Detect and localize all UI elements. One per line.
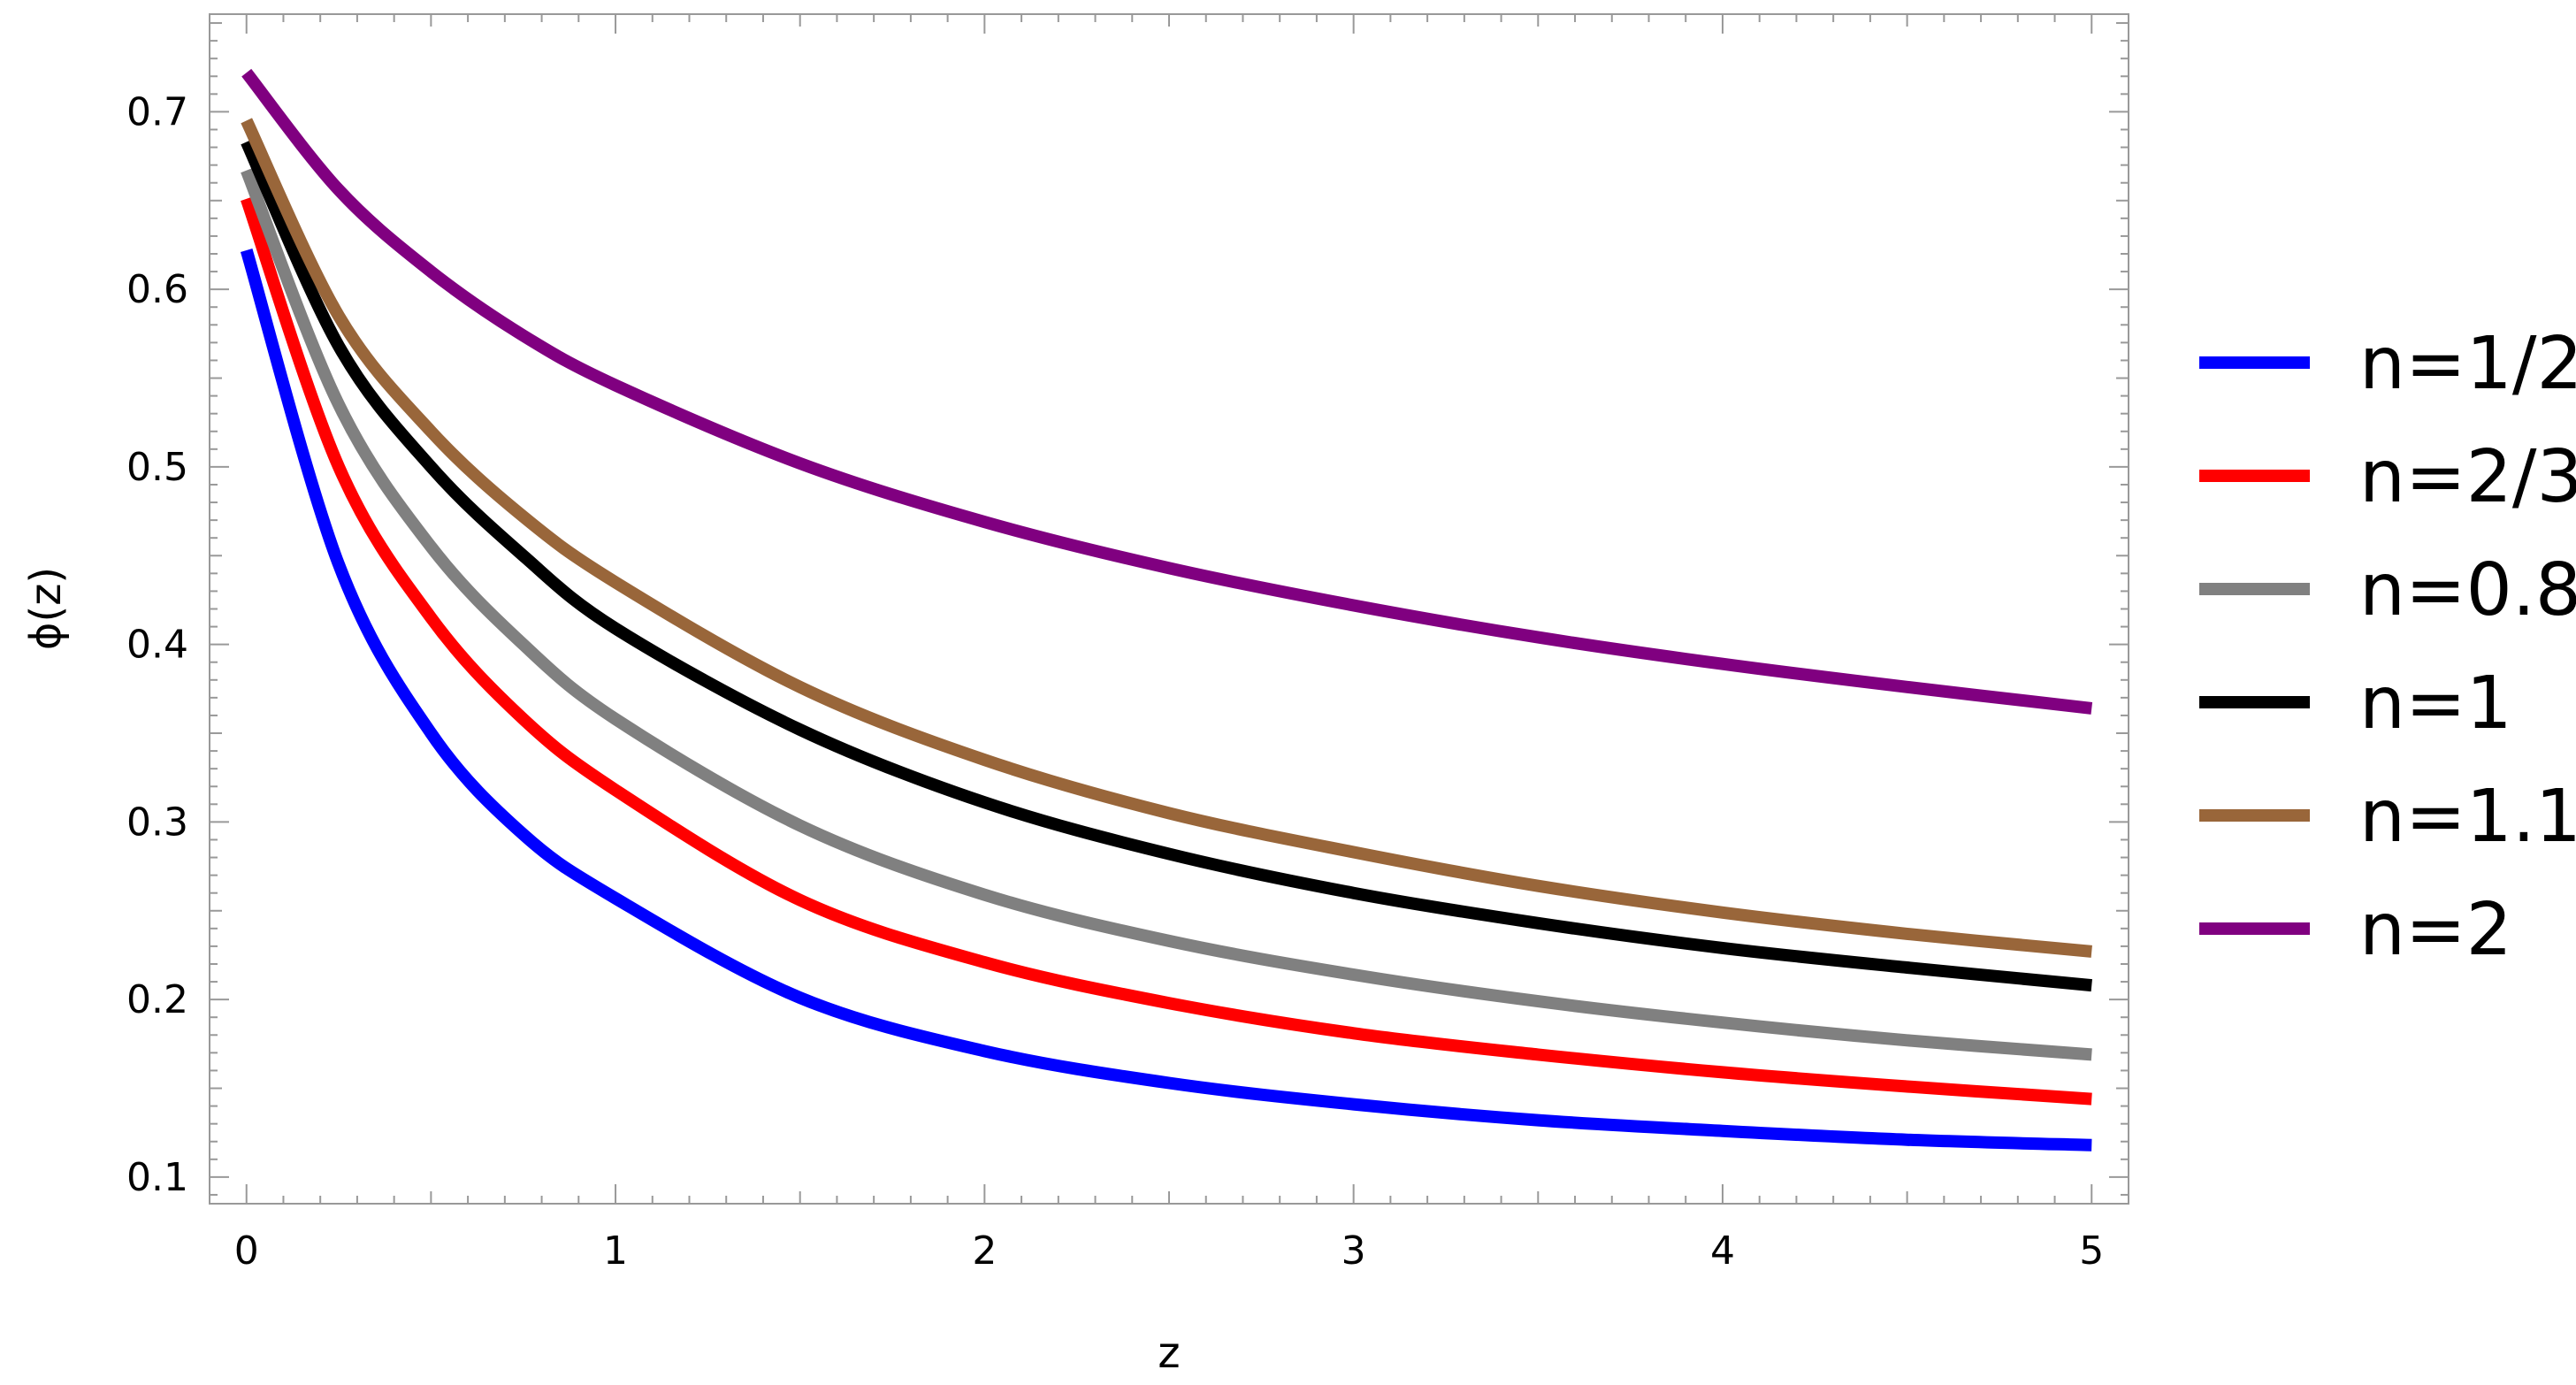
series-line-5 [241, 68, 2093, 715]
legend: n=1/2 n=2/3 n=0.8 n=1 n=1.1 n=2 [2199, 322, 2576, 972]
series-line-1 [241, 196, 2092, 1106]
y-tick-label: 0.3 [126, 800, 188, 845]
legend-label: n=1 [2359, 662, 2512, 746]
series-lines [240, 68, 2093, 1152]
x-axis-label: z [1158, 1328, 1180, 1378]
x-tick-label: 2 [972, 1228, 997, 1274]
legend-label: n=0.8 [2359, 548, 2576, 632]
y-axis-label: ϕ(z) [21, 567, 71, 650]
legend-label: n=1/2 [2359, 322, 2576, 406]
legend-item: n=2 [2199, 888, 2512, 972]
series-line-3 [241, 139, 2092, 992]
legend-item: n=2/3 [2199, 435, 2576, 519]
legend-item: n=1.1 [2199, 775, 2576, 859]
legend-label: n=2/3 [2359, 435, 2576, 519]
y-tick-label: 0.6 [126, 267, 188, 312]
legend-item: n=0.8 [2199, 548, 2576, 632]
axis-ticks [210, 14, 2129, 1204]
x-tick-label: 5 [2079, 1228, 2104, 1274]
series-line-4 [241, 118, 2092, 958]
y-tick-label: 0.5 [126, 445, 188, 490]
x-tick-label: 0 [234, 1228, 259, 1274]
x-tick-label: 1 [603, 1228, 628, 1274]
legend-item: n=1/2 [2199, 322, 2576, 406]
axis-tick-labels: 0 1 2 3 4 5 0.1 0.2 0.3 0.4 0.5 0.6 0.7 [126, 89, 2104, 1274]
y-tick-label: 0.2 [126, 977, 188, 1022]
y-tick-label: 0.4 [126, 623, 188, 668]
legend-label: n=2 [2359, 888, 2512, 972]
y-tick-label: 0.7 [126, 89, 188, 134]
plot-frame [209, 13, 2129, 1205]
x-tick-label: 4 [1710, 1228, 1735, 1274]
x-tick-label: 3 [1342, 1228, 1366, 1274]
legend-label: n=1.1 [2359, 775, 2576, 859]
series-line-2 [241, 168, 2092, 1061]
legend-item: n=1 [2199, 662, 2512, 746]
series-line-0 [240, 249, 2092, 1152]
y-tick-label: 0.1 [126, 1155, 188, 1200]
